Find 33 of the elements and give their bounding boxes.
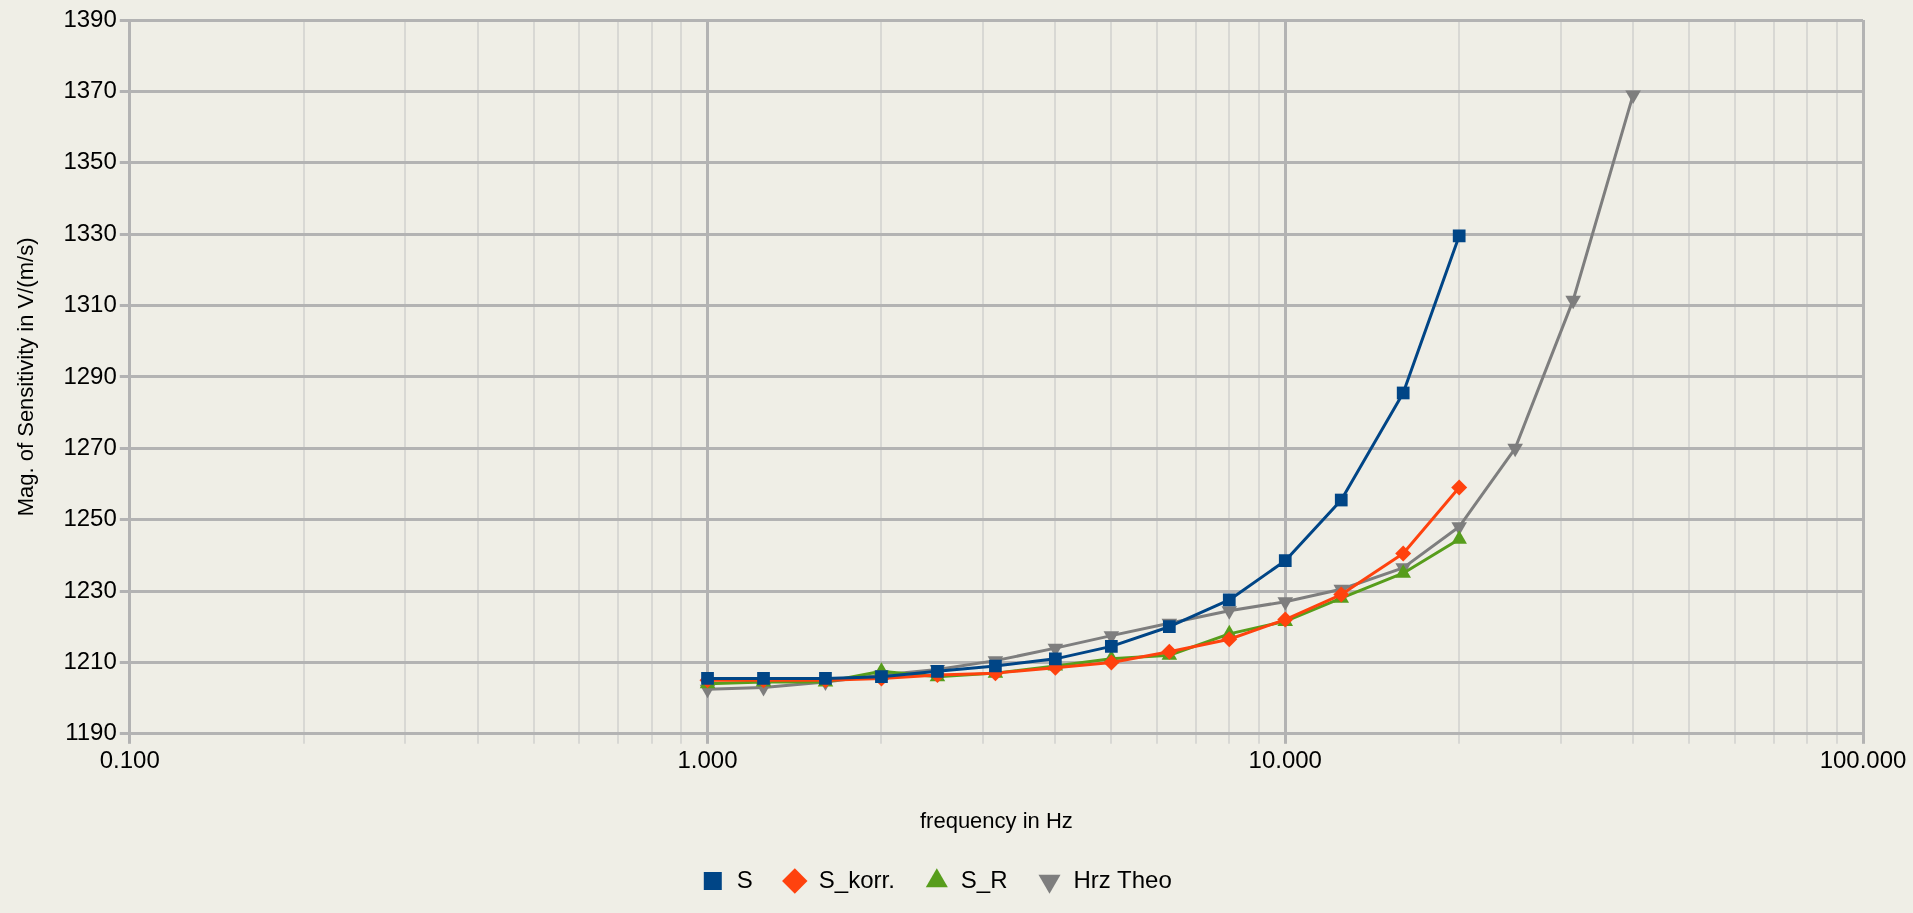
x-axis-title: frequency in Hz: [919, 807, 1073, 833]
point: [1452, 229, 1466, 243]
y-tick-label: 1370: [63, 76, 117, 103]
x-tick-label: 100.000: [1819, 745, 1907, 773]
y-tick-label: 1270: [63, 432, 117, 460]
legend-label: S: [736, 865, 753, 893]
y-tick-label: 1190: [65, 718, 117, 746]
point: [1278, 554, 1292, 568]
y-tick-label: 1230: [63, 575, 117, 603]
point: [701, 672, 714, 685]
point: [1451, 479, 1468, 496]
point: [1103, 654, 1120, 671]
y-tick-label: 1250: [63, 504, 117, 532]
y-tick-label: 1290: [63, 361, 117, 389]
point: [1565, 295, 1581, 310]
x-tick-label: 0.100: [99, 745, 160, 773]
point: [1625, 90, 1641, 104]
y-axis-title: Mag. of Sensitivity in V/(m/s): [13, 237, 39, 517]
point: [1507, 443, 1523, 458]
y-tick-label: 1330: [63, 218, 117, 246]
legend-label: S_R: [960, 865, 1008, 893]
y-tick-label: 1310: [63, 290, 117, 318]
x-tick-label: 10.000: [1248, 745, 1322, 773]
point: [1222, 593, 1236, 607]
y-tick-label: 1390: [63, 4, 117, 32]
legend-label: S_korr.: [818, 865, 895, 893]
point: [1104, 640, 1118, 653]
point: [1334, 493, 1348, 507]
legend-label: Hrz Theo: [1073, 865, 1172, 893]
y-tick-label: 1210: [63, 647, 117, 675]
y-tick-label: 1350: [63, 147, 117, 175]
x-tick-label: 1.000: [677, 745, 738, 773]
point: [1048, 652, 1062, 666]
